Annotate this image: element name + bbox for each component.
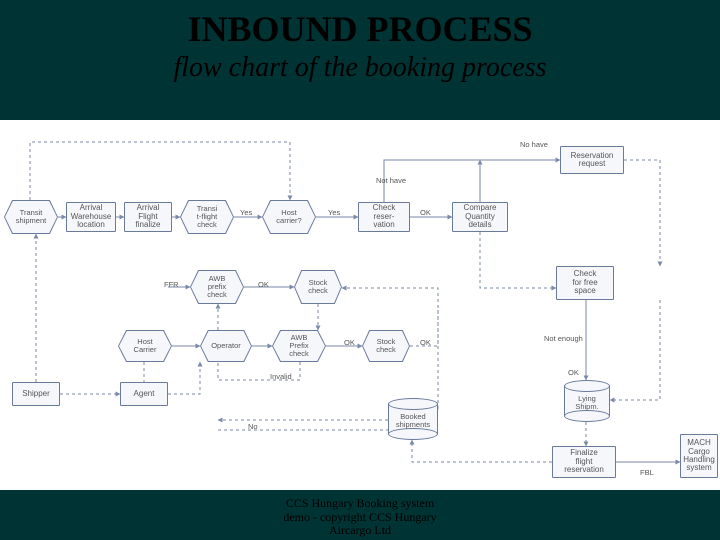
node-finalize: Finalizeflightreservation [552, 446, 616, 478]
edge-label: Yes [328, 208, 340, 217]
node-hostcar2: HostCarrier [118, 330, 172, 362]
node-arrwh: ArrivalWarehouselocation [66, 202, 116, 232]
node-awbpfx1: AWBprefixcheck [190, 270, 244, 304]
node-shipper: Shipper [12, 382, 60, 406]
edge-label: OK [568, 368, 579, 377]
footer-line-2: demo - copyright CCS Hungary [0, 511, 720, 524]
edge-label: No [248, 422, 258, 431]
footer-line-1: CCS Hungary Booking system [0, 497, 720, 510]
flowchart-edges [0, 120, 720, 490]
node-agent: Agent [120, 382, 168, 406]
node-stock1: Stockcheck [294, 270, 342, 304]
page-subtitle: flow chart of the booking process [20, 52, 700, 84]
node-stock2: Stockcheck [362, 330, 410, 362]
footer-line-3: Aircargo Ltd [0, 524, 720, 537]
edge-label: Not have [376, 176, 406, 185]
node-lying: LyingShipm. [564, 380, 610, 422]
edge-label: OK [420, 338, 431, 347]
edge-label: No have [520, 140, 548, 149]
node-chkres: Checkreser-vation [358, 202, 410, 232]
edge-label: FFR [164, 280, 179, 289]
node-hostcar: Hostcarrier? [262, 200, 316, 234]
node-mach: MACHCargoHandlingsystem [680, 434, 718, 478]
title-block: INBOUND PROCESS flow chart of the bookin… [0, 0, 720, 88]
node-booked: Bookedshipments [388, 398, 438, 440]
node-chkfree: Checkfor freespace [556, 266, 614, 300]
node-arrflt: ArrivalFlightfinalize [124, 202, 172, 232]
node-cmpqty: CompareQuantitydetails [452, 202, 508, 232]
node-transit: Transitshipment [4, 200, 58, 234]
edge-label: OK [420, 208, 431, 217]
footer: CCS Hungary Booking system demo - copyri… [0, 494, 720, 540]
node-resreq: Reservationrequest [560, 146, 624, 174]
edge-label: OK [258, 280, 269, 289]
node-operator: Operator [200, 330, 252, 362]
page-title: INBOUND PROCESS [20, 8, 700, 50]
edge-label: FBL [640, 468, 654, 477]
node-awbpfx2: AWBPrefixcheck [272, 330, 326, 362]
edge-label: Not enough [544, 334, 583, 343]
edge-label: OK [344, 338, 355, 347]
node-tflight: Transit-flightcheck [180, 200, 234, 234]
edge-label: Yes [240, 208, 252, 217]
edge-label: Invalid [270, 372, 292, 381]
flowchart-canvas: Transitshipment ArrivalWarehouselocation A… [0, 120, 720, 490]
